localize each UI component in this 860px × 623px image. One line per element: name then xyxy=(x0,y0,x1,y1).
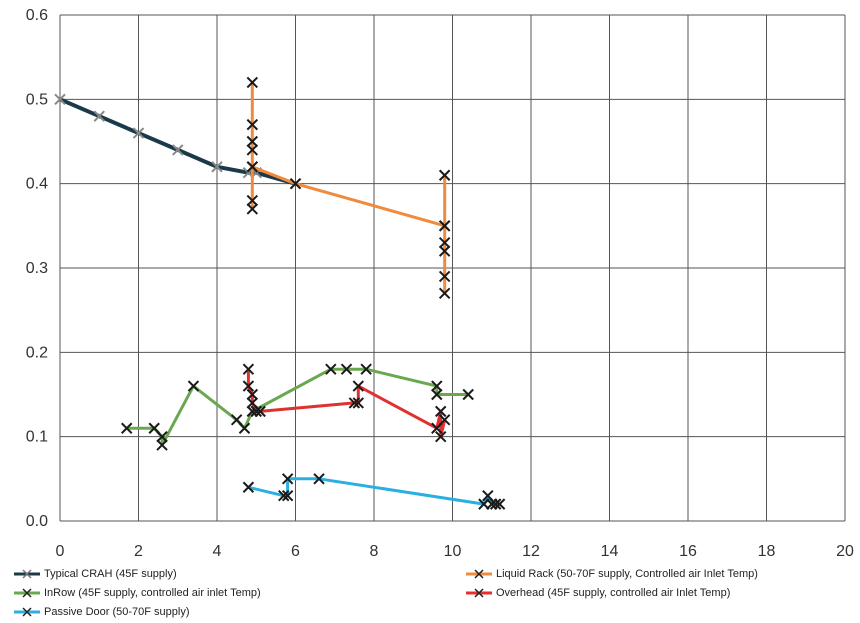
y-tick-label: 0.5 xyxy=(26,91,48,108)
grid xyxy=(59,14,846,522)
data-point xyxy=(438,220,451,232)
data-point xyxy=(462,388,474,401)
y-tick-label: 0.1 xyxy=(26,429,48,446)
data-point xyxy=(313,473,325,485)
series-2 xyxy=(121,363,474,451)
data-point xyxy=(246,194,259,207)
data-point xyxy=(238,422,251,434)
x-tick-label: 16 xyxy=(679,543,697,560)
data-point xyxy=(132,127,145,139)
data-point xyxy=(121,422,133,434)
data-point xyxy=(242,380,255,392)
series-4 xyxy=(242,473,506,510)
data-point xyxy=(438,236,451,249)
data-point xyxy=(348,397,361,409)
legend-swatch-passive-door xyxy=(14,607,40,617)
data-point xyxy=(246,161,259,173)
data-point xyxy=(352,380,365,392)
series-1 xyxy=(246,76,451,300)
legend-label-overhead: Overhead (45F supply, controlled air Inl… xyxy=(496,587,731,599)
x-tick-label: 8 xyxy=(370,543,379,560)
x-axis-ticks: 0 2 4 6 8 10 12 14 16 18 20 xyxy=(56,543,854,560)
x-tick-label: 10 xyxy=(444,543,462,560)
data-point xyxy=(246,118,259,131)
data-point xyxy=(281,473,294,485)
data-point xyxy=(289,177,302,190)
series-3 xyxy=(242,363,451,443)
data-point xyxy=(438,414,451,426)
legend-swatch-overhead xyxy=(466,588,492,598)
y-tick-label: 0.6 xyxy=(26,7,48,24)
legend-item-inrow: InRow (45F supply, controlled air inlet … xyxy=(14,586,261,600)
legend-item-passive-door: Passive Door (50-70F supply) xyxy=(14,605,190,619)
data-point xyxy=(187,380,200,392)
data-point xyxy=(431,380,443,392)
data-point xyxy=(489,498,502,510)
data-point xyxy=(211,161,223,173)
data-point xyxy=(438,169,451,181)
y-axis-ticks: 0.0 0.1 0.2 0.3 0.4 0.5 0.6 xyxy=(26,7,48,530)
y-tick-label: 0.0 xyxy=(26,513,48,530)
legend-swatch-typical-crah xyxy=(14,569,40,579)
x-tick-label: 18 xyxy=(758,543,776,560)
legend-item-liquid-rack: Liquid Rack (50-70F supply, Controlled a… xyxy=(466,567,758,581)
x-tick-label: 0 xyxy=(56,543,65,560)
legend-item-typical-crah: Typical CRAH (45F supply) xyxy=(14,567,177,581)
y-tick-label: 0.2 xyxy=(26,344,48,361)
data-point xyxy=(156,430,168,443)
data-point xyxy=(54,93,66,106)
data-point xyxy=(438,270,451,283)
data-point xyxy=(246,135,259,148)
legend-label-passive-door: Passive Door (50-70F supply) xyxy=(44,606,190,618)
data-point xyxy=(493,498,506,510)
x-tick-label: 12 xyxy=(522,543,540,560)
legend-swatch-inrow xyxy=(14,588,40,598)
x-tick-label: 20 xyxy=(836,543,854,560)
series-group xyxy=(54,76,506,510)
data-point xyxy=(435,405,447,418)
data-point xyxy=(250,405,262,418)
data-point xyxy=(340,363,353,375)
data-point xyxy=(172,144,184,156)
data-point xyxy=(438,287,451,300)
y-tick-label: 0.4 xyxy=(26,176,48,193)
data-point xyxy=(325,363,337,375)
legend-swatch-liquid-rack xyxy=(466,569,492,579)
data-point xyxy=(281,489,294,502)
x-tick-label: 4 xyxy=(213,543,222,560)
data-point xyxy=(156,439,168,451)
data-point xyxy=(246,388,259,401)
data-point xyxy=(431,388,443,401)
data-point xyxy=(438,245,451,257)
data-point xyxy=(278,489,290,502)
legend-label-inrow: InRow (45F supply, controlled air inlet … xyxy=(44,587,261,599)
x-tick-label: 6 xyxy=(291,543,300,560)
legend-item-overhead: Overhead (45F supply, controlled air Inl… xyxy=(466,586,730,600)
legend-label-liquid-rack: Liquid Rack (50-70F supply, Controlled a… xyxy=(496,568,758,580)
legend-label-typical-crah: Typical CRAH (45F supply) xyxy=(44,568,177,580)
series-line-1 xyxy=(250,82,447,294)
data-point xyxy=(93,110,105,122)
data-point xyxy=(360,363,372,375)
data-point xyxy=(435,430,447,443)
series-line-4 xyxy=(248,477,500,506)
data-point xyxy=(242,481,255,493)
data-point xyxy=(246,203,259,215)
data-point xyxy=(242,363,255,375)
data-point xyxy=(254,405,266,418)
data-point xyxy=(246,76,259,89)
x-tick-label: 2 xyxy=(134,543,143,560)
data-point xyxy=(352,397,365,409)
y-tick-label: 0.3 xyxy=(26,260,48,277)
data-point xyxy=(246,144,259,156)
x-tick-label: 14 xyxy=(601,543,619,560)
